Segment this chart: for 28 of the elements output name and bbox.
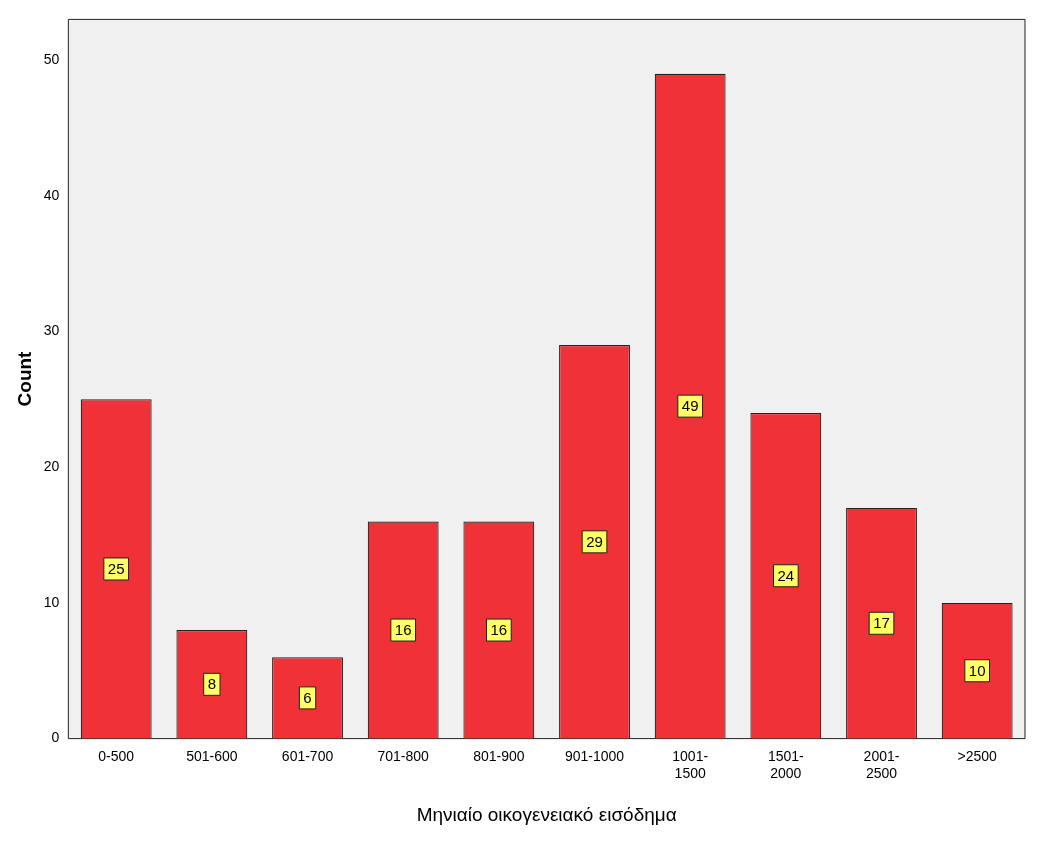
data-label: 25 bbox=[107, 560, 125, 578]
x-tick-label: 2001-2500 bbox=[863, 747, 900, 781]
y-tick-label: 0 bbox=[51, 729, 60, 746]
x-tick-label: 501-600 bbox=[186, 747, 238, 764]
y-tick-label: 40 bbox=[43, 186, 60, 203]
data-label: 49 bbox=[681, 397, 699, 415]
data-label: 10 bbox=[968, 661, 986, 679]
y-tick-label: 10 bbox=[43, 593, 60, 610]
y-axis-title: Count bbox=[13, 350, 35, 407]
data-label: 6 bbox=[303, 689, 312, 707]
data-label: 17 bbox=[873, 614, 890, 632]
data-label: 8 bbox=[207, 675, 217, 693]
x-tick-label: >2500 bbox=[957, 747, 998, 764]
x-tick-label: 901-1000 bbox=[564, 747, 625, 764]
data-label: 29 bbox=[586, 532, 603, 550]
y-tick-label: 50 bbox=[43, 50, 60, 67]
x-tick-label: 0-500 bbox=[98, 747, 135, 764]
x-axis-title: Μηνιαίο οικογενειακό εισόδημα bbox=[416, 803, 677, 825]
x-tick-label: 601-700 bbox=[281, 747, 334, 764]
data-label: 24 bbox=[777, 566, 795, 584]
x-tick-label: 701-800 bbox=[377, 747, 430, 764]
y-tick-label: 20 bbox=[43, 458, 60, 475]
x-tick-label: 801-900 bbox=[473, 747, 525, 764]
data-label: 16 bbox=[490, 621, 508, 639]
x-tick-label: 1001-1500 bbox=[672, 747, 709, 781]
x-tick-label: 1501-2000 bbox=[767, 747, 805, 781]
y-tick-label: 30 bbox=[43, 322, 60, 339]
data-label: 16 bbox=[394, 621, 412, 639]
